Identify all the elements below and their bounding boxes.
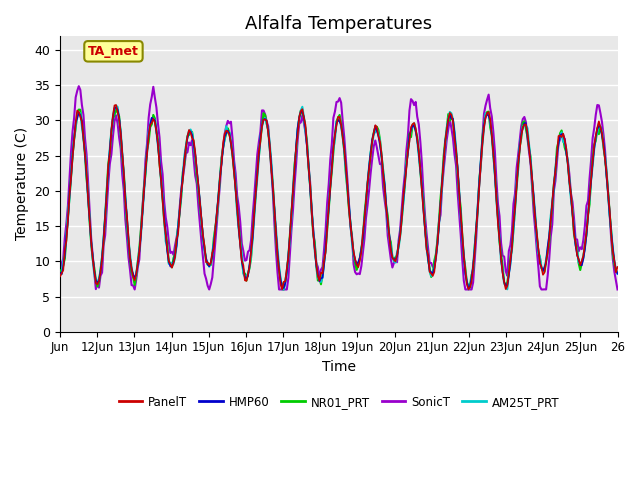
PanelT <box>224 129 232 134</box>
Legend: PanelT, HMP60, NR01_PRT, SonicT, AM25T_PRT: PanelT, HMP60, NR01_PRT, SonicT, AM25T_P… <box>114 391 564 413</box>
PanelT <box>112 102 120 108</box>
HMP60 <box>614 271 621 276</box>
NR01_PRT <box>243 278 250 284</box>
PanelT <box>586 195 593 201</box>
AM25T_PRT <box>252 192 260 198</box>
AM25T_PRT <box>586 198 593 204</box>
HMP60 <box>252 189 260 194</box>
SonicT <box>614 287 621 292</box>
HMP60 <box>243 276 250 282</box>
HMP60 <box>586 193 593 199</box>
NR01_PRT <box>56 267 64 273</box>
PanelT <box>252 190 260 195</box>
NR01_PRT <box>252 192 260 197</box>
PanelT <box>614 264 621 270</box>
SonicT <box>225 120 233 126</box>
PanelT <box>56 274 64 279</box>
AM25T_PRT <box>126 252 134 257</box>
AM25T_PRT <box>243 273 250 278</box>
SonicT <box>244 249 252 254</box>
SonicT <box>126 267 134 273</box>
PanelT <box>243 278 250 284</box>
Title: Alfalfa Temperatures: Alfalfa Temperatures <box>245 15 433 33</box>
HMP60 <box>301 126 309 132</box>
AM25T_PRT <box>56 272 64 277</box>
NR01_PRT <box>112 106 120 111</box>
NR01_PRT <box>126 256 134 262</box>
NR01_PRT <box>224 125 232 131</box>
Line: PanelT: PanelT <box>60 105 618 289</box>
NR01_PRT <box>586 202 593 207</box>
AM25T_PRT <box>614 271 621 277</box>
SonicT <box>303 143 311 148</box>
PanelT <box>303 143 311 148</box>
Text: TA_met: TA_met <box>88 45 139 58</box>
PanelT <box>126 255 134 261</box>
NR01_PRT <box>614 269 621 275</box>
SonicT <box>75 84 83 89</box>
HMP60 <box>112 105 120 110</box>
HMP60 <box>126 255 134 261</box>
AM25T_PRT <box>280 287 287 292</box>
Line: AM25T_PRT: AM25T_PRT <box>60 106 618 289</box>
SonicT <box>586 176 593 181</box>
AM25T_PRT <box>112 103 120 108</box>
HMP60 <box>465 285 472 291</box>
Line: SonicT: SonicT <box>60 86 618 289</box>
SonicT <box>56 266 64 272</box>
NR01_PRT <box>280 287 287 292</box>
Line: NR01_PRT: NR01_PRT <box>60 108 618 289</box>
Y-axis label: Temperature (C): Temperature (C) <box>15 127 29 240</box>
PanelT <box>278 287 286 292</box>
NR01_PRT <box>303 139 311 144</box>
SonicT <box>131 287 138 292</box>
Line: HMP60: HMP60 <box>60 108 618 288</box>
HMP60 <box>56 270 64 276</box>
X-axis label: Time: Time <box>322 360 356 374</box>
AM25T_PRT <box>224 130 232 136</box>
SonicT <box>253 151 261 157</box>
HMP60 <box>224 128 232 133</box>
AM25T_PRT <box>303 142 311 147</box>
